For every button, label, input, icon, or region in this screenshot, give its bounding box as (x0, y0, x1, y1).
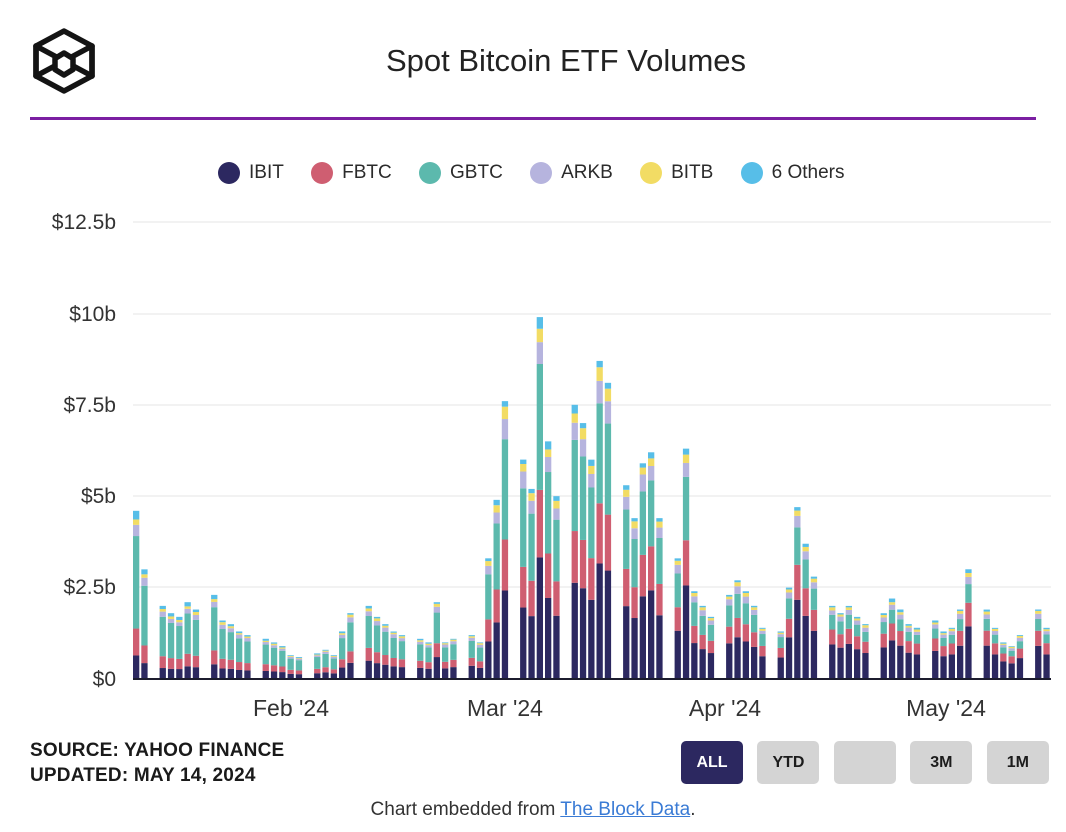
svg-text:$7.5b: $7.5b (63, 394, 116, 417)
svg-text:Mar '24: Mar '24 (467, 695, 543, 721)
svg-text:$0: $0 (93, 668, 116, 691)
svg-text:$12.5b: $12.5b (52, 211, 116, 234)
svg-text:May '24: May '24 (906, 695, 986, 721)
svg-text:$2.5b: $2.5b (63, 576, 116, 599)
svg-text:$10b: $10b (69, 303, 116, 326)
svg-text:Feb '24: Feb '24 (253, 695, 329, 721)
svg-text:Apr '24: Apr '24 (689, 695, 761, 721)
svg-text:$5b: $5b (81, 485, 116, 508)
